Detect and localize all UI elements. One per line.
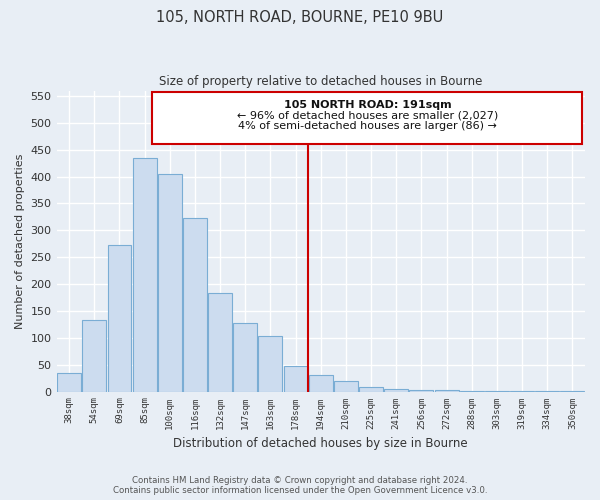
Text: 4% of semi-detached houses are larger (86) →: 4% of semi-detached houses are larger (8… [238,121,497,131]
Bar [309,376,333,392]
Bar [485,391,509,392]
Text: 105 NORTH ROAD: 191sqm: 105 NORTH ROAD: 191sqm [284,100,451,110]
Bar [434,390,458,392]
Y-axis label: Number of detached properties: Number of detached properties [15,154,25,328]
Bar [208,292,232,392]
Bar [259,336,283,392]
Text: ← 96% of detached houses are smaller (2,027): ← 96% of detached houses are smaller (2,… [237,110,498,120]
Bar [510,391,534,392]
Bar [334,381,358,392]
Text: Contains HM Land Registry data © Crown copyright and database right 2024.
Contai: Contains HM Land Registry data © Crown c… [113,476,487,495]
Bar [233,323,257,392]
Bar [82,320,106,392]
Title: Size of property relative to detached houses in Bourne: Size of property relative to detached ho… [159,75,482,88]
Bar [409,390,433,392]
Bar [560,391,584,392]
Bar [535,391,559,392]
Bar [284,366,308,392]
Bar [158,174,182,392]
X-axis label: Distribution of detached houses by size in Bourne: Distribution of detached houses by size … [173,437,468,450]
FancyBboxPatch shape [152,92,583,144]
Bar [359,388,383,392]
Bar [57,372,81,392]
Bar [460,391,484,392]
Text: 105, NORTH ROAD, BOURNE, PE10 9BU: 105, NORTH ROAD, BOURNE, PE10 9BU [157,10,443,25]
Bar [183,218,207,392]
Bar [133,158,157,392]
Bar [385,389,408,392]
Bar [107,246,131,392]
